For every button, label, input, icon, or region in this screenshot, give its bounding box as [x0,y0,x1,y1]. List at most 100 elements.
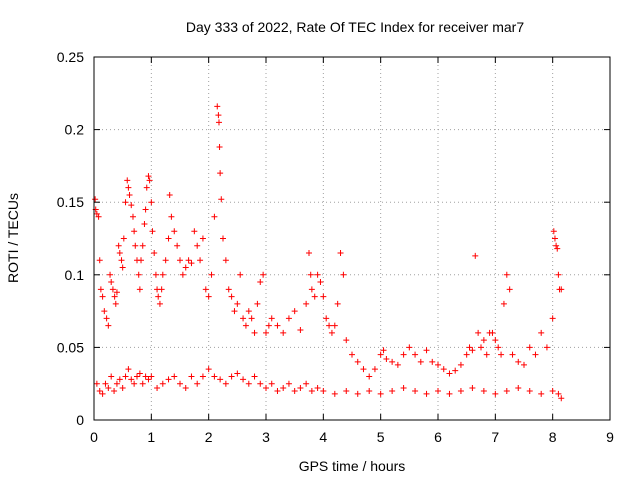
data-point [311,293,318,300]
data-point [554,245,561,252]
data-point [354,358,361,365]
data-point [194,242,201,249]
data-point [377,390,384,397]
data-point [165,376,172,383]
data-point [452,367,459,374]
data-point [400,351,407,358]
data-point [92,196,99,203]
data-point [154,385,161,392]
data-point [248,315,255,322]
data-point [389,358,396,365]
data-point [105,385,112,392]
data-point [263,385,269,392]
data-point [498,351,505,358]
data-point [179,271,186,278]
data-point [472,252,479,259]
x-tick-label: 1 [147,429,155,445]
data-point [165,235,172,242]
data-point [500,300,507,307]
data-point [177,380,183,387]
x-tick-labels: 0 1 2 3 4 5 6 7 8 9 [90,429,614,445]
chart-title: Day 333 of 2022, Rate Of TEC Index for r… [186,19,524,35]
data-point [492,337,499,344]
data-point [354,390,361,397]
data-point [251,373,258,380]
data-point [118,257,125,264]
data-point [122,373,129,380]
data-point [265,322,272,329]
data-point [96,257,103,264]
data-point [205,366,212,373]
data-point [231,308,238,315]
data-point [218,196,225,203]
data-point [521,361,527,368]
data-point [159,271,166,278]
data-point [260,271,267,278]
data-point [107,271,114,278]
data-point [291,387,298,394]
data-point [102,380,109,387]
data-point [435,361,441,368]
data-point [128,376,135,383]
data-point [308,286,315,293]
data-point [116,376,123,383]
data-point [245,308,252,315]
data-point [142,206,149,213]
data-point [526,387,533,394]
data-point [550,228,557,235]
data-point [549,387,556,394]
data-point [211,373,218,380]
data-point [97,286,104,293]
data-point [303,380,310,387]
data-point [506,286,513,293]
data-point [111,387,118,394]
data-point [526,344,533,351]
data-point [331,390,338,397]
data-point [96,387,103,394]
data-point [337,250,344,257]
data-point [480,387,487,394]
data-point [446,390,453,397]
data-point [483,351,490,358]
data-point [240,315,247,322]
axis-ticks [93,56,611,421]
data-point [254,300,261,307]
x-tick-label: 5 [377,429,385,445]
data-point [217,376,224,383]
x-tick-label: 0 [90,429,98,445]
data-point [326,322,333,329]
data-point [202,286,209,293]
data-point [417,358,424,365]
y-tick-label: 0.25 [57,49,84,65]
data-point [135,271,142,278]
data-point [440,366,447,373]
data-point [182,264,189,271]
data-point [108,279,115,286]
data-point [558,286,565,293]
y-axis-label: ROTI / TECUs [5,193,21,283]
data-point [132,242,139,249]
data-point [188,260,195,267]
data-point [171,373,178,380]
data-point [406,344,413,351]
data-point [95,213,102,220]
data-point [389,387,396,394]
data-point [151,250,158,257]
data-point [297,385,304,392]
data-point [215,119,222,126]
data-point [211,213,218,220]
data-point [394,361,401,368]
data-point [323,315,330,322]
data-point [225,286,232,293]
x-tick-label: 8 [549,429,557,445]
data-point [317,279,324,286]
data-point [214,103,221,110]
data-point [191,228,198,235]
data-point [116,250,123,257]
data-point [480,337,487,344]
data-point [182,385,189,392]
data-point [360,366,367,373]
data-point [120,235,127,242]
data-point [343,387,350,394]
